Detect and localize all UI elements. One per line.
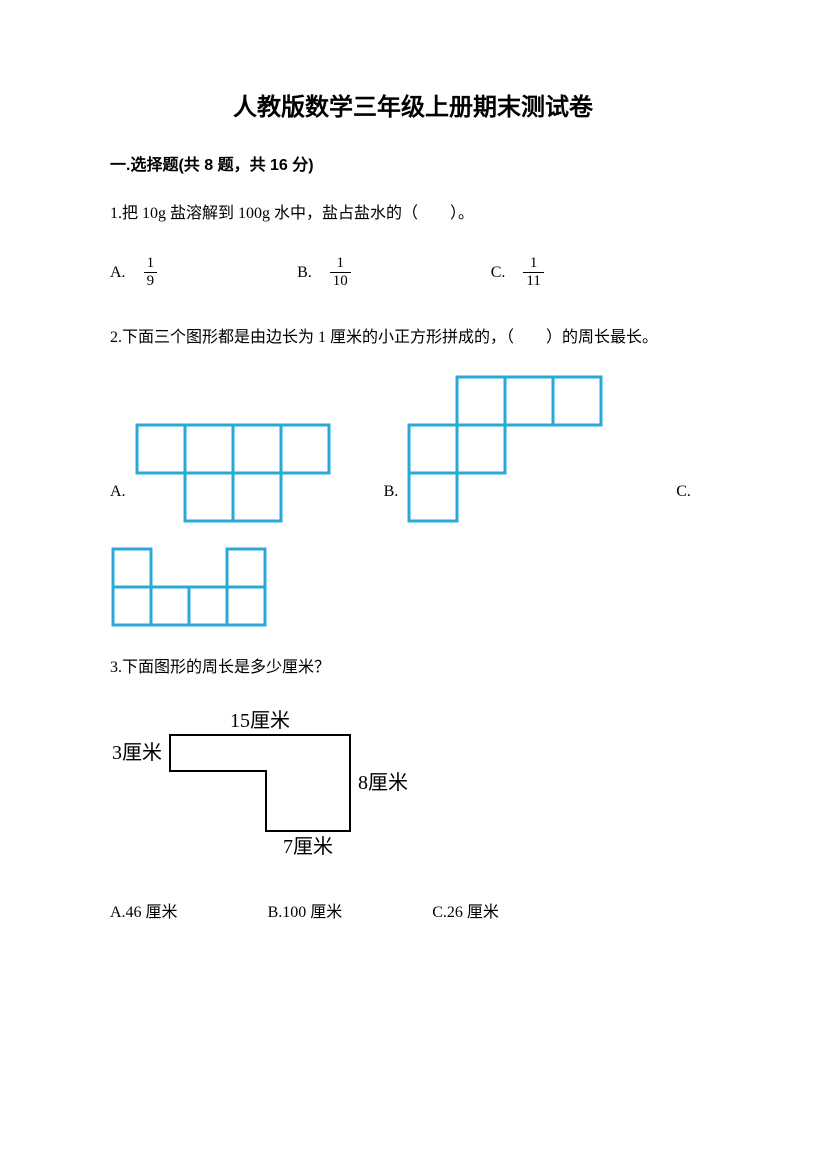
option-a: A. 1 9: [110, 255, 157, 290]
option-c: C. 1 11: [491, 255, 544, 290]
question-1-options: A. 1 9 B. 1 10 C. 1 11: [110, 255, 716, 290]
question-3-figure: 15厘米 3厘米 8厘米 7厘米: [110, 705, 716, 865]
shape-c-svg: [110, 546, 268, 628]
option-a-label: A.: [110, 474, 126, 509]
figure-group-b: B.: [384, 374, 605, 524]
q3-option-a: A.46 厘米: [110, 895, 178, 930]
svg-text:15厘米: 15厘米: [230, 709, 290, 732]
fraction-b: 1 10: [330, 256, 351, 289]
question-1-text: 1.把 10g 盐溶解到 100g 水中，盐占盐水的（ ）。: [110, 196, 716, 231]
question-3-options: A.46 厘米 B.100 厘米 C.26 厘米: [110, 895, 716, 930]
question-3: 3.下面图形的周长是多少厘米？ 15厘米 3厘米 8厘米 7厘米 A.46 厘米 B.…: [110, 650, 716, 930]
fraction-c: 1 11: [523, 256, 543, 289]
svg-text:7厘米: 7厘米: [283, 835, 333, 858]
svg-text:3厘米: 3厘米: [112, 741, 162, 764]
q3-shape-svg: 15厘米 3厘米 8厘米 7厘米: [110, 705, 420, 865]
q3-option-b: B.100 厘米: [268, 895, 343, 930]
page-title: 人教版数学三年级上册期末测试卷: [110, 90, 716, 126]
option-a-label: A.: [110, 255, 126, 290]
shape-b-svg: [406, 374, 604, 524]
figure-group-a: A.: [110, 422, 332, 524]
option-b: B. 1 10: [297, 255, 351, 290]
shape-a-svg: [134, 422, 332, 524]
fraction-a: 1 9: [144, 256, 158, 289]
option-b-label: B.: [297, 255, 312, 290]
svg-text:8厘米: 8厘米: [358, 771, 408, 794]
figure-c-row: [110, 546, 716, 628]
question-2-text: 2.下面三个图形都是由边长为 1 厘米的小正方形拼成的，（ ）的周长最长。: [110, 320, 716, 355]
option-c-label: C.: [491, 255, 506, 290]
figure-group-c: C.: [676, 474, 699, 523]
question-1: 1.把 10g 盐溶解到 100g 水中，盐占盐水的（ ）。 A. 1 9 B.…: [110, 196, 716, 290]
option-c-label: C.: [676, 474, 691, 509]
section-header: 一.选择题(共 8 题，共 16 分): [110, 154, 716, 178]
question-2-figures: A. B. C.: [110, 374, 716, 524]
q3-option-c: C.26 厘米: [432, 895, 499, 930]
option-b-label: B.: [384, 474, 399, 509]
question-3-text: 3.下面图形的周长是多少厘米？: [110, 650, 716, 685]
question-2: 2.下面三个图形都是由边长为 1 厘米的小正方形拼成的，（ ）的周长最长。 A.…: [110, 320, 716, 627]
